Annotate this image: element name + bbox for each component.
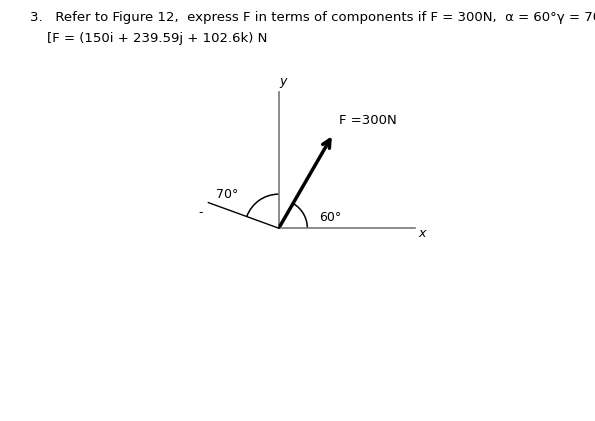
Text: 60°: 60° — [320, 211, 342, 224]
Text: -: - — [198, 205, 202, 218]
Text: F =300N: F =300N — [339, 114, 396, 127]
Text: y: y — [279, 75, 287, 88]
Text: x: x — [418, 227, 425, 240]
Text: 70°: 70° — [215, 188, 238, 201]
Text: 3.   Refer to Figure 12,  express F in terms of components if F = 300N,  α = 60°: 3. Refer to Figure 12, express F in term… — [30, 11, 595, 24]
Text: [F = (150i + 239.59j + 102.6k) N: [F = (150i + 239.59j + 102.6k) N — [30, 32, 267, 45]
